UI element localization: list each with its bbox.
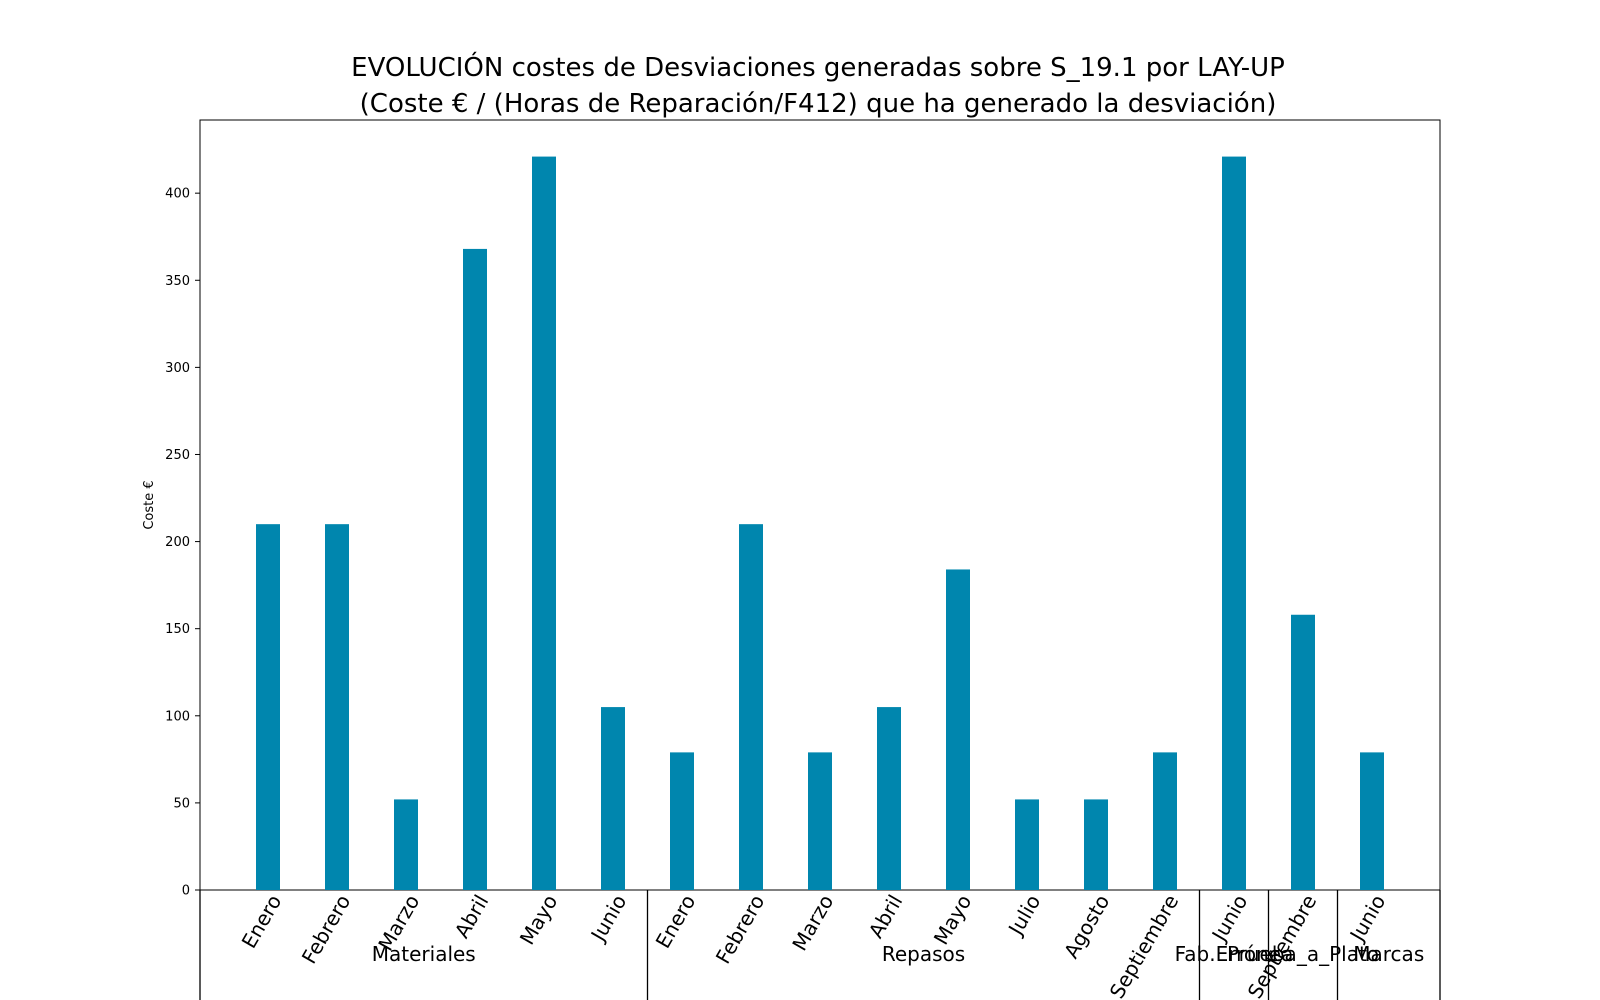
y-tick-label: 100 — [165, 709, 190, 724]
bar-12 — [1015, 799, 1039, 890]
y-tick-label: 0 — [182, 884, 190, 899]
x-tick-label: Julio — [1003, 891, 1046, 941]
bar-7 — [670, 752, 694, 890]
bar-9 — [808, 752, 832, 890]
bar-14 — [1153, 752, 1177, 890]
bar-6 — [601, 707, 625, 890]
chart-title-line-2: (Coste € / (Horas de Reparación/F412) qu… — [360, 89, 1277, 119]
x-tick-label: Febrero — [297, 891, 356, 968]
y-axis-label: Coste € — [142, 480, 157, 529]
x-tick-label: Abril — [864, 891, 908, 943]
x-tick-label: Junio — [1206, 891, 1252, 947]
x-tick-label: Abril — [450, 891, 494, 943]
y-tick-label: 200 — [165, 535, 190, 550]
x-tick-label: Enero — [237, 891, 287, 953]
y-tick-label: 250 — [165, 448, 190, 463]
bar-15 — [1222, 156, 1246, 890]
bar-13 — [1084, 799, 1108, 890]
bar-11 — [946, 569, 970, 890]
x-tick-label: Mayo — [515, 891, 563, 949]
bar-3 — [394, 799, 418, 890]
group-separators — [199, 890, 1441, 1000]
x-tick-label: Junio — [1344, 891, 1390, 947]
x-tick-label: Marzo — [787, 891, 838, 955]
bar-2 — [325, 524, 349, 890]
bar-series — [256, 156, 1384, 890]
group-label: Marcas — [1353, 942, 1424, 966]
bar-8 — [739, 524, 763, 890]
y-axis-ticks: 0 50 100 150 200 250 300 350 400 — [165, 187, 200, 899]
y-tick-label: 350 — [165, 274, 190, 289]
x-tick-label: Enero — [651, 891, 701, 953]
group-label: Fab.Errónea — [1175, 942, 1294, 966]
group-labels: Materiales Repasos Fab.ErróneaPrueba_a_Pla… — [372, 942, 1424, 966]
bar-1 — [256, 524, 280, 890]
group-label: Materiales — [372, 942, 476, 966]
chart-title-line-1: EVOLUCIÓN costes de Desviaciones generad… — [351, 51, 1285, 83]
y-tick-label: 300 — [165, 361, 190, 376]
group-label: Repasos — [882, 942, 965, 966]
y-tick-label: 400 — [165, 187, 190, 202]
bar-4 — [463, 248, 487, 890]
x-tick-label: Junio — [585, 891, 631, 947]
y-tick-label: 150 — [165, 622, 190, 637]
bar-16 — [1291, 614, 1315, 890]
bar-5 — [532, 156, 556, 890]
bar-17 — [1360, 752, 1384, 890]
x-tick-label: Febrero — [711, 891, 770, 968]
bar-10 — [877, 707, 901, 890]
y-tick-label: 50 — [173, 796, 190, 811]
x-tick-label: Septiembre — [1105, 891, 1184, 1000]
group-label: Prueba_a_Plato — [1227, 942, 1379, 966]
x-tick-label: Agosto — [1059, 891, 1114, 963]
x-tick-label: Mayo — [929, 891, 977, 949]
